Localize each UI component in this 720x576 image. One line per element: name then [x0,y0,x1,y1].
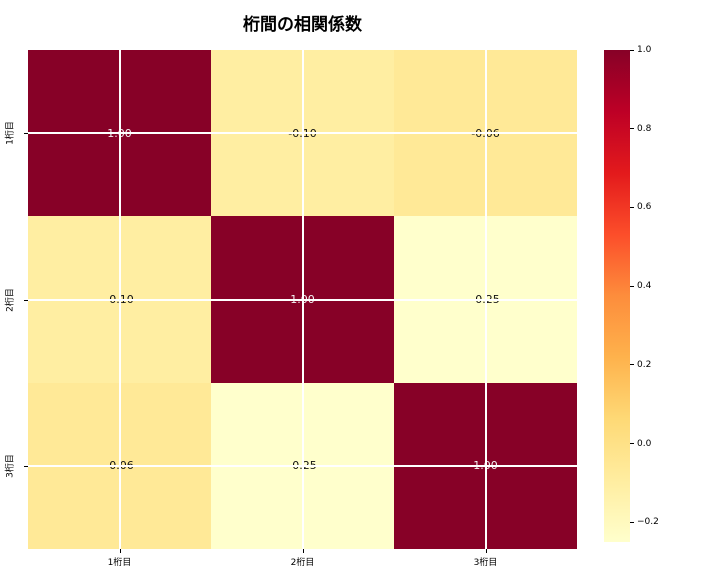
colorbar-tick: 0.6 [630,202,651,212]
colorbar-tick: 0.8 [630,124,651,134]
x-tick-label: 1桁目 [107,558,132,568]
cell-value-label: 1.00 [107,126,132,140]
colorbar-tick-label: 0.0 [637,438,652,449]
cell-value-label: -0.10 [105,292,134,306]
cell-value-label: -0.10 [288,126,317,140]
cell-value-label: -0.25 [471,292,500,306]
cell-value-label: -0.25 [288,459,317,473]
x-tick-mark [485,549,487,553]
heatmap-cell: 1.00 [28,50,211,217]
colorbar-tick: 1.0 [630,45,651,55]
colorbar-tick-mark [630,521,634,523]
colorbar-tick-label: 0.4 [637,281,652,292]
heatmap-grid: 1.00 -0.10 -0.06 -0.10 1.00 -0.25 -0.06 -0.25 1.… [28,50,577,549]
colorbar-tick-label: 1.0 [637,45,652,55]
colorbar-tick-mark [630,49,634,51]
y-tick-label: 3桁目 [5,453,16,478]
x-tick-label: 3桁目 [473,558,498,568]
x-tick-label: 2桁目 [290,558,315,568]
colorbar-tick-mark [630,206,634,208]
colorbar-tick-mark [630,285,634,287]
colorbar-tick: 0.2 [630,360,651,370]
colorbar [604,50,630,542]
heatmap-cell: -0.06 [28,382,211,549]
y-tick-mark [24,299,28,301]
y-tick-mark [24,133,28,135]
heatmap-cell: -0.10 [28,216,211,383]
x-tick-mark [302,549,304,553]
colorbar-tick-label: 0.6 [637,202,652,213]
heatmap-plot-area: 1.00 -0.10 -0.06 -0.10 1.00 -0.25 -0.06 -0.25 1.… [28,50,577,549]
cell-value-label: -0.06 [105,459,134,473]
colorbar-tick-label: −0.2 [637,517,659,528]
colorbar-tick: −0.2 [630,517,659,527]
heatmap-cell: -0.06 [394,50,577,217]
colorbar-tick: 0.4 [630,281,651,291]
y-tick-label: 1桁目 [5,121,16,146]
y-tick-mark [24,465,28,467]
cell-value-label: 1.00 [473,459,498,473]
cell-value-label: 1.00 [290,292,315,306]
heatmap-cell: -0.25 [394,216,577,383]
colorbar-tick-label: 0.8 [637,123,652,134]
heatmap-cell: 1.00 [211,216,394,383]
colorbar-tick-mark [630,364,634,366]
heatmap-cell: -0.25 [211,382,394,549]
cell-value-label: -0.06 [471,126,500,140]
colorbar-tick-label: 0.2 [637,359,652,370]
x-tick-mark [119,549,121,553]
chart-title: 桁間の相関係数 [243,15,362,35]
colorbar-tick-mark [630,128,634,130]
heatmap-cell: 1.00 [394,382,577,549]
colorbar-tick-labels: 1.0 0.8 0.6 0.4 0.2 0.0 −0.2 [630,45,690,542]
colorbar-tick-mark [630,443,634,445]
heatmap-cell: -0.10 [211,50,394,217]
y-axis: 1桁目 2桁目 3桁目 [0,50,28,549]
colorbar-tick: 0.0 [630,439,651,449]
y-tick-label: 2桁目 [5,287,16,312]
x-axis: 1桁目 2桁目 3桁目 [28,549,577,569]
